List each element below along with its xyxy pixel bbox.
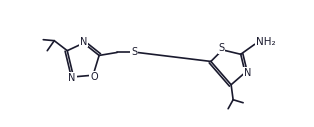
Text: S: S xyxy=(131,47,137,57)
Text: N: N xyxy=(244,68,251,78)
Text: N: N xyxy=(80,37,87,47)
Text: NH₂: NH₂ xyxy=(256,37,276,47)
Text: N: N xyxy=(68,73,76,83)
Text: S: S xyxy=(218,43,225,53)
Text: O: O xyxy=(90,72,98,82)
